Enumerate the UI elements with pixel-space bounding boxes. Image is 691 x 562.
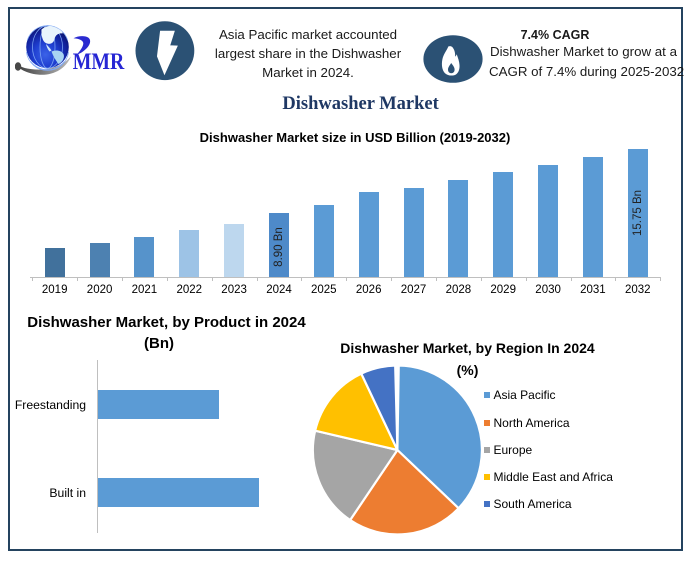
svg-text:MMR: MMR: [73, 48, 125, 74]
